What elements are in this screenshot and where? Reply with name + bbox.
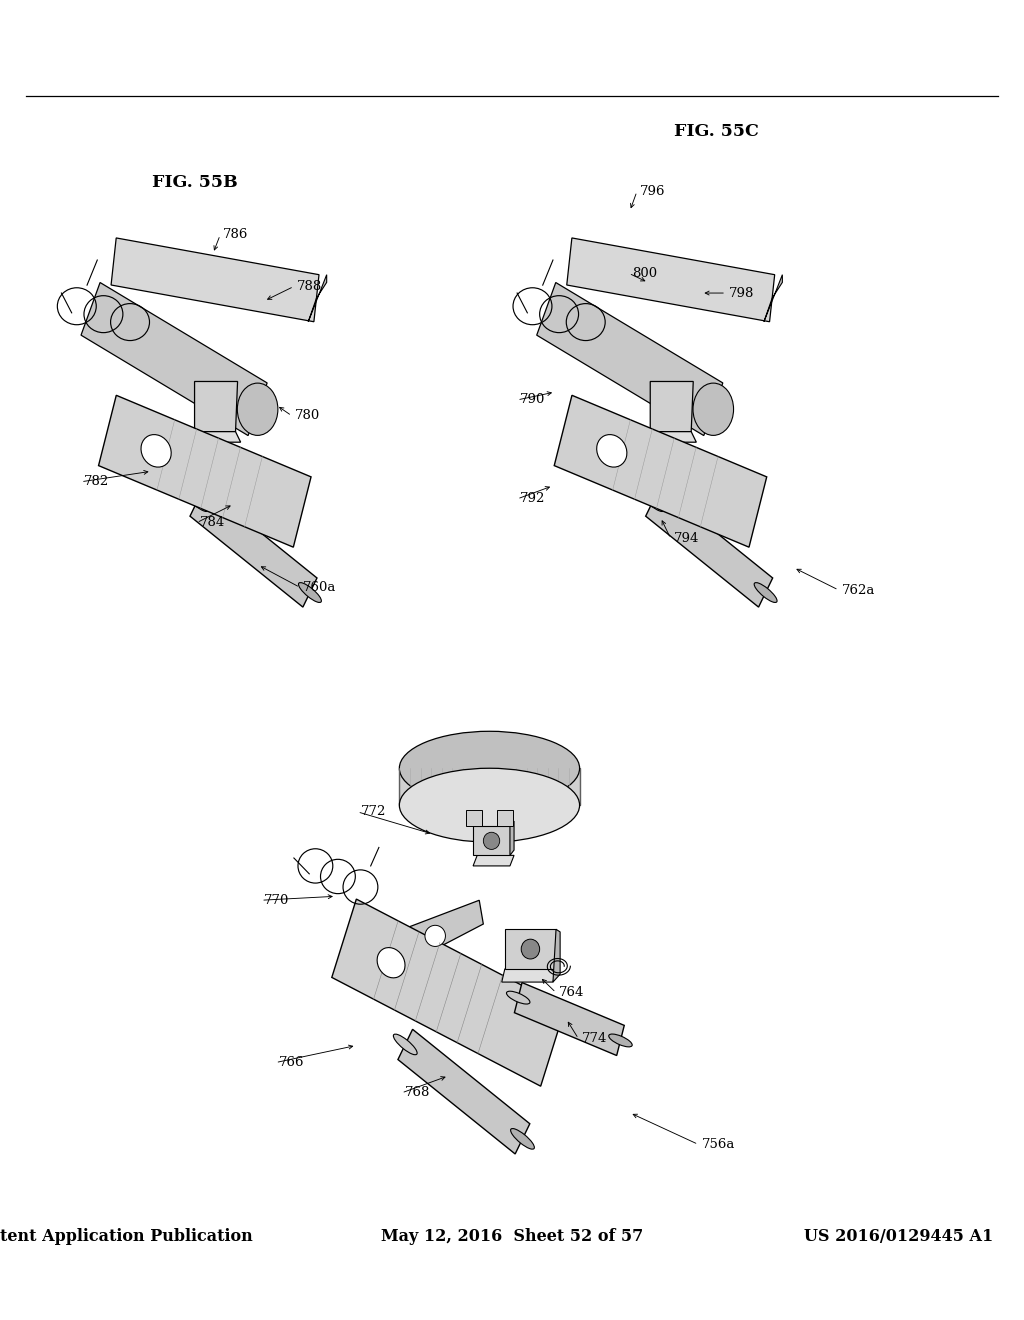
Ellipse shape — [597, 434, 627, 467]
FancyBboxPatch shape — [399, 768, 580, 805]
Text: 792: 792 — [520, 492, 546, 506]
Polygon shape — [514, 982, 625, 1056]
Ellipse shape — [641, 491, 665, 512]
Ellipse shape — [483, 833, 500, 850]
Text: 770: 770 — [264, 894, 290, 907]
Polygon shape — [505, 929, 556, 969]
Text: 760a: 760a — [303, 581, 337, 594]
Polygon shape — [537, 282, 723, 436]
Text: 800: 800 — [632, 267, 657, 280]
Polygon shape — [473, 855, 514, 866]
Polygon shape — [554, 395, 767, 548]
Ellipse shape — [238, 383, 278, 436]
Text: 780: 780 — [295, 409, 321, 422]
Polygon shape — [398, 1030, 529, 1154]
Text: 788: 788 — [297, 280, 323, 293]
Text: 764: 764 — [559, 986, 585, 999]
Ellipse shape — [511, 1129, 535, 1150]
Polygon shape — [650, 432, 696, 442]
Polygon shape — [195, 381, 238, 432]
Text: 762a: 762a — [842, 583, 876, 597]
Text: 766: 766 — [279, 1056, 304, 1069]
FancyBboxPatch shape — [466, 810, 482, 826]
Polygon shape — [195, 432, 241, 442]
Text: 796: 796 — [640, 185, 666, 198]
Text: 772: 772 — [360, 805, 386, 818]
FancyBboxPatch shape — [497, 810, 513, 826]
Polygon shape — [98, 395, 311, 548]
Text: Patent Application Publication: Patent Application Publication — [0, 1229, 253, 1245]
Ellipse shape — [754, 582, 777, 602]
Polygon shape — [510, 821, 514, 855]
Polygon shape — [646, 487, 773, 607]
Text: FIG. 55C: FIG. 55C — [675, 123, 759, 140]
Text: 794: 794 — [674, 532, 699, 545]
Polygon shape — [111, 238, 319, 322]
Ellipse shape — [377, 948, 406, 978]
Ellipse shape — [141, 434, 171, 467]
Polygon shape — [190, 487, 317, 607]
Polygon shape — [502, 969, 556, 982]
Ellipse shape — [399, 731, 580, 805]
Ellipse shape — [298, 582, 322, 602]
Text: FIG. 55A: FIG. 55A — [470, 781, 554, 799]
Text: FIG. 55B: FIG. 55B — [152, 174, 238, 191]
Ellipse shape — [521, 940, 540, 958]
Text: 784: 784 — [200, 516, 225, 529]
Polygon shape — [394, 900, 483, 964]
Polygon shape — [81, 282, 267, 436]
Text: 774: 774 — [582, 1032, 607, 1045]
Polygon shape — [332, 899, 565, 1086]
Polygon shape — [473, 826, 510, 855]
Polygon shape — [553, 929, 560, 982]
Ellipse shape — [608, 1034, 632, 1047]
Text: May 12, 2016  Sheet 52 of 57: May 12, 2016 Sheet 52 of 57 — [381, 1229, 643, 1245]
Ellipse shape — [693, 383, 733, 436]
Polygon shape — [566, 238, 775, 322]
Ellipse shape — [393, 1034, 417, 1055]
Ellipse shape — [399, 768, 580, 842]
Ellipse shape — [507, 991, 530, 1005]
Polygon shape — [650, 381, 693, 432]
Text: 786: 786 — [223, 228, 249, 242]
Polygon shape — [764, 275, 782, 322]
Text: 782: 782 — [84, 475, 110, 488]
Text: 790: 790 — [520, 393, 546, 407]
Ellipse shape — [425, 925, 445, 946]
Ellipse shape — [185, 491, 209, 512]
Text: US 2016/0129445 A1: US 2016/0129445 A1 — [805, 1229, 993, 1245]
Text: 798: 798 — [729, 286, 755, 300]
Text: 756a: 756a — [701, 1138, 735, 1151]
Text: 768: 768 — [404, 1086, 430, 1100]
Polygon shape — [308, 275, 327, 322]
